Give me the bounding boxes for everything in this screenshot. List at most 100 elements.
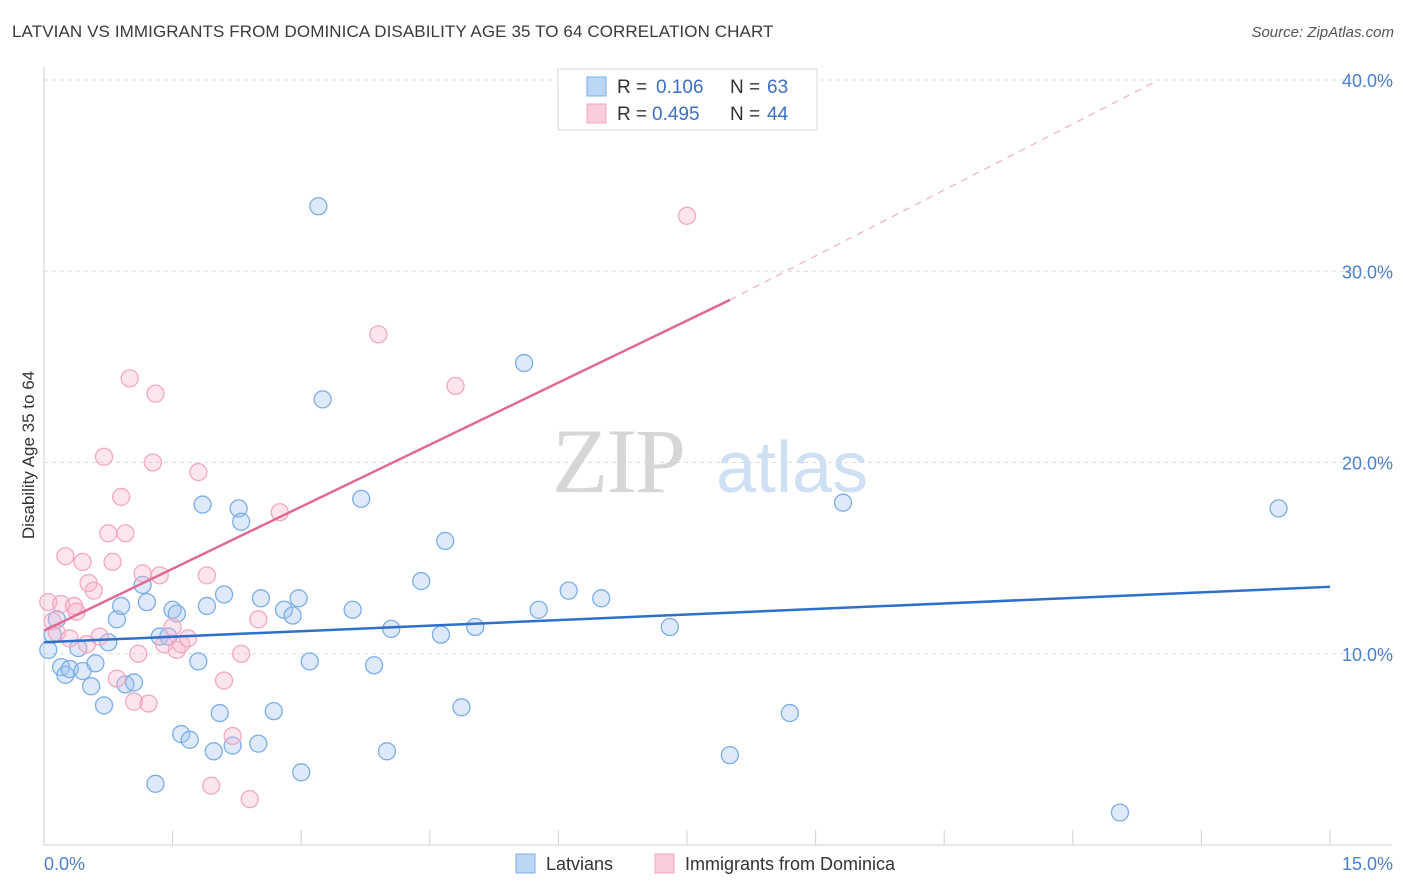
- latvians-point-62: [1110, 803, 1130, 822]
- latvians-point-17: [137, 592, 157, 612]
- latvians-point-30: [214, 585, 234, 604]
- latvians-point-42: [309, 197, 328, 216]
- latvians-point-59: [720, 745, 740, 765]
- y-tick-label-3: 40.0%: [1342, 71, 1393, 91]
- dominica-point-17: [112, 487, 131, 507]
- latvians-point-8: [82, 677, 101, 696]
- dominica-point-11: [84, 581, 103, 600]
- dominica-point-5: [60, 629, 79, 648]
- dominica-point-18: [116, 524, 135, 543]
- latvians-point-40: [292, 763, 311, 782]
- dominica-point-8: [73, 552, 92, 572]
- latvians-points: [39, 197, 1288, 822]
- latvians-point-13: [112, 596, 131, 616]
- dominica-point-25: [146, 384, 165, 403]
- dominica-trend-extension: [729, 79, 1159, 301]
- latvians-point-33: [232, 512, 251, 531]
- latvians-point-63: [1269, 499, 1288, 518]
- latvians-point-54: [514, 353, 534, 373]
- latvians-point-31: [223, 736, 242, 755]
- legend-swatch-dominica: [586, 103, 607, 124]
- watermark-zip: ZIP: [552, 410, 684, 512]
- legend-r-label-2: R =: [617, 104, 647, 125]
- latvians-point-35: [251, 589, 271, 608]
- dominica-point-23: [139, 694, 158, 713]
- latvians-point-43: [313, 390, 332, 409]
- axes: [43, 67, 1392, 846]
- y-tick-label-2: 30.0%: [1342, 262, 1393, 282]
- dominica-point-33: [197, 566, 217, 585]
- dominica-points: [39, 206, 697, 809]
- latvians-point-29: [210, 703, 229, 723]
- series-legend-swatch-latvians: [515, 853, 536, 874]
- legend-n-value-1: 63: [767, 77, 788, 98]
- trend-lines: [43, 79, 1331, 644]
- series-legend-label-dominica: Immigrants from Dominica: [685, 854, 896, 874]
- legend-r-label-1: R =: [617, 77, 647, 98]
- legend-r-value-2: 0.495: [652, 104, 700, 125]
- legend-n-value-2: 44: [767, 104, 789, 125]
- latvians-point-34: [249, 734, 268, 753]
- dominica-point-24: [143, 453, 163, 472]
- dominica-point-20: [124, 692, 144, 711]
- dominica-point-36: [223, 726, 242, 746]
- dominica-point-31: [178, 629, 198, 648]
- stats-legend: R = 0.106 N = 63 R = 0.495 N = 44: [557, 68, 818, 131]
- dominica-point-32: [189, 462, 208, 482]
- dominica-point-39: [249, 610, 268, 629]
- x-tick-label-1: 15.0%: [1342, 854, 1393, 874]
- legend-n-label-1: N =: [730, 77, 760, 98]
- latvians-point-15: [124, 673, 144, 692]
- dominica-point-12: [90, 627, 109, 646]
- latvians-point-0: [39, 640, 58, 660]
- x-tick-label-0: 0.0%: [44, 854, 85, 874]
- latvians-point-32: [229, 499, 248, 518]
- dominica-point-42: [446, 376, 465, 396]
- dominica-point-21: [129, 644, 148, 663]
- dominica-point-43: [677, 206, 697, 225]
- y-tick-label-0: 10.0%: [1342, 645, 1393, 665]
- latvians-point-10: [94, 696, 114, 715]
- latvians-point-24: [180, 730, 199, 749]
- series-legend: Latvians Immigrants from Dominica: [515, 853, 896, 874]
- y-tick-label-1: 20.0%: [1342, 454, 1393, 474]
- latvians-point-45: [352, 489, 371, 508]
- legend-n-label-2: N =: [730, 104, 760, 125]
- latvians-trend-line: [43, 585, 1331, 644]
- series-legend-swatch-dominica: [654, 853, 675, 874]
- legend-swatch-latvians: [586, 76, 607, 97]
- latvians-point-52: [452, 698, 471, 717]
- latvians-point-36: [264, 701, 283, 721]
- latvians-point-58: [660, 617, 680, 637]
- latvians-point-50: [431, 625, 451, 644]
- dominica-point-28: [163, 617, 182, 637]
- y-axis-label: Disability Age 35 to 64: [19, 371, 38, 539]
- latvians-point-39: [289, 589, 308, 608]
- dominica-point-13: [94, 447, 114, 466]
- latvians-point-38: [283, 606, 302, 625]
- dominica-trend-line: [43, 298, 731, 632]
- latvians-point-27: [197, 596, 217, 616]
- series-legend-label-latvians: Latvians: [546, 854, 613, 874]
- chart-source: Source: ZipAtlas.com: [1251, 24, 1394, 41]
- latvians-point-60: [780, 703, 800, 723]
- latvians-point-44: [343, 600, 362, 619]
- latvians-point-61: [833, 493, 853, 512]
- latvians-point-28: [204, 742, 223, 761]
- latvians-point-55: [529, 600, 548, 619]
- latvians-point-47: [377, 742, 397, 761]
- latvians-point-57: [592, 589, 611, 608]
- grid-lines: [44, 79, 1392, 655]
- latvians-point-25: [189, 652, 208, 671]
- latvians-point-56: [559, 581, 578, 600]
- latvians-point-18: [146, 774, 165, 793]
- chart-title: LATVIAN VS IMMIGRANTS FROM DOMINICA DISA…: [12, 22, 774, 41]
- latvians-point-53: [466, 617, 485, 637]
- latvians-point-41: [300, 652, 319, 671]
- dominica-point-16: [107, 669, 127, 688]
- latvians-point-26: [193, 495, 212, 514]
- dominica-point-14: [99, 524, 118, 543]
- dominica-point-41: [369, 325, 388, 344]
- dominica-point-34: [202, 776, 221, 795]
